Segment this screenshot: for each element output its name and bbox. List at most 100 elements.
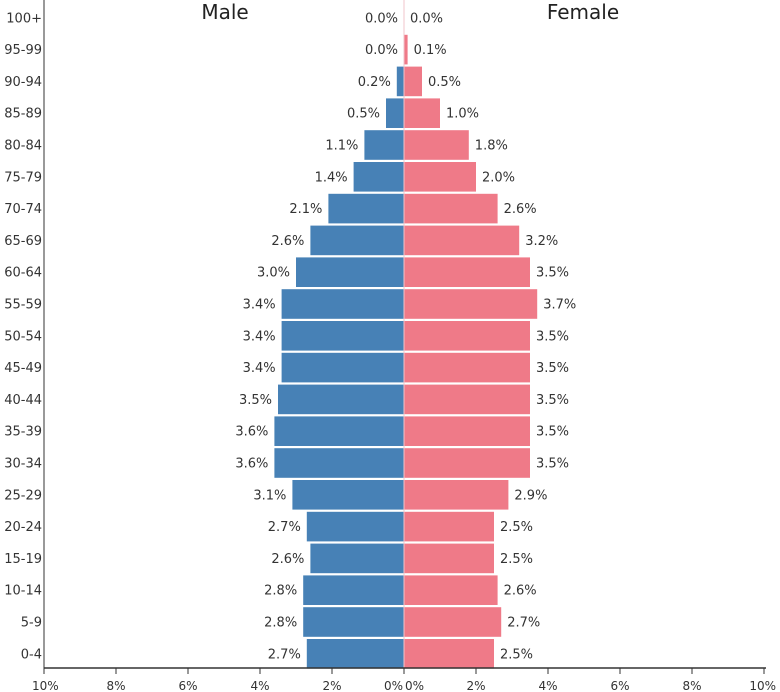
male-value-label: 0.0% (365, 11, 398, 26)
age-group-label: 35-39 (4, 425, 42, 440)
female-value-label: 3.5% (536, 266, 569, 281)
male-bar-25-29 (292, 480, 404, 510)
female-value-label: 3.5% (536, 425, 569, 440)
male-bar-0-4 (306, 639, 404, 669)
male-bar-75-79 (353, 162, 404, 192)
male-bar-35-39 (274, 416, 404, 446)
age-group-label: 85-89 (4, 107, 42, 122)
x-tick-label: 8% (106, 679, 125, 692)
age-group-label: 70-74 (4, 202, 42, 217)
male-value-label: 0.2% (358, 75, 391, 90)
female-value-label: 0.0% (410, 11, 443, 26)
male-bar-5-9 (303, 607, 404, 637)
male-value-label: 0.5% (347, 107, 380, 122)
female-bar-0-4 (404, 639, 494, 669)
male-value-label: 0.0% (365, 43, 398, 58)
age-group-label: 25-29 (4, 488, 42, 503)
female-value-label: 0.1% (414, 43, 447, 58)
male-bar-50-54 (281, 321, 404, 351)
age-group-label: 5-9 (21, 616, 42, 631)
male-value-label: 3.5% (239, 393, 272, 408)
male-value-label: 3.4% (243, 329, 276, 344)
female-bar-65-69 (404, 225, 520, 256)
age-group-label: 95-99 (4, 43, 42, 58)
female-bar-80-84 (404, 130, 469, 160)
age-group-label: 75-79 (4, 170, 42, 185)
male-value-label: 2.6% (271, 552, 304, 567)
male-bar-15-19 (310, 543, 404, 574)
x-tick-label: 2% (466, 679, 485, 692)
female-bar-70-74 (404, 193, 498, 224)
male-value-label: 3.6% (235, 425, 268, 440)
x-tick-label: 2% (322, 679, 341, 692)
age-group-label: 80-84 (4, 139, 42, 154)
female-bar-90-94 (404, 66, 422, 97)
female-value-label: 3.5% (536, 457, 569, 472)
male-bar-45-49 (281, 352, 404, 383)
female-value-label: 3.5% (536, 329, 569, 344)
female-value-label: 2.7% (507, 616, 540, 631)
male-value-label: 2.1% (289, 202, 322, 217)
male-bar-60-64 (296, 257, 404, 287)
age-group-label: 100+ (6, 11, 42, 26)
female-title: Female (547, 0, 619, 24)
male-value-label: 3.6% (235, 457, 268, 472)
female-value-label: 0.5% (428, 75, 461, 90)
male-title: Male (201, 0, 248, 24)
x-tick-label: 4% (250, 679, 269, 692)
x-tick-label: 6% (178, 679, 197, 692)
male-bar-20-24 (306, 511, 404, 542)
age-group-label: 50-54 (4, 329, 42, 344)
age-group-labels: 100+ 95-99 90-94 85-89 80-84 75-79 70-74 65-69 6… (4, 11, 42, 662)
male-bar-90-94 (396, 66, 404, 97)
x-tick-label: 10% (749, 679, 776, 692)
female-value-label: 2.0% (482, 170, 515, 185)
female-bar-10-14 (404, 575, 498, 605)
age-group-label: 40-44 (4, 393, 42, 408)
value-labels: 0.0% 0.0% 0.0% 0.1% 0.2% 0.5% 0.5% 1.0% 1.1% 1.8%… (235, 11, 576, 662)
male-bar-65-69 (310, 225, 404, 256)
female-value-label: 1.8% (475, 139, 508, 154)
age-group-label: 60-64 (4, 266, 42, 281)
x-tick-label: 0% (384, 679, 403, 692)
male-value-label: 2.7% (268, 520, 301, 535)
female-value-label: 3.5% (536, 393, 569, 408)
male-bar-55-59 (281, 289, 404, 319)
x-axis: 10% 8% 6% 4% 2% 0% 0% 2% 4% 6% 8% 10% (32, 0, 776, 692)
female-value-label: 2.6% (504, 202, 537, 217)
age-group-label: 0-4 (21, 647, 42, 662)
female-bar-95-99 (404, 34, 408, 65)
age-group-label: 65-69 (4, 234, 42, 249)
female-value-label: 3.5% (536, 361, 569, 376)
female-bar-45-49 (404, 352, 530, 383)
age-group-label: 90-94 (4, 75, 42, 90)
age-group-label: 55-59 (4, 298, 42, 313)
female-bar-60-64 (404, 257, 530, 287)
female-bar-15-19 (404, 543, 494, 574)
female-bar-85-89 (404, 98, 440, 128)
age-group-label: 45-49 (4, 361, 42, 376)
male-value-label: 2.7% (268, 647, 301, 662)
male-bar-40-44 (278, 384, 404, 415)
female-value-label: 3.7% (543, 298, 576, 313)
x-tick-label: 4% (538, 679, 557, 692)
age-group-label: 20-24 (4, 520, 42, 535)
male-bar-30-34 (274, 448, 404, 478)
female-bar-75-79 (404, 162, 476, 192)
x-tick-label: 6% (610, 679, 629, 692)
age-group-label: 10-14 (4, 584, 42, 599)
female-bar-5-9 (404, 607, 502, 637)
male-bars (274, 66, 404, 669)
female-bar-40-44 (404, 384, 530, 415)
male-value-label: 2.6% (271, 234, 304, 249)
male-value-label: 3.4% (243, 361, 276, 376)
female-value-label: 2.9% (514, 488, 547, 503)
female-bar-30-34 (404, 448, 530, 478)
female-bars (404, 34, 538, 669)
female-value-label: 2.5% (500, 520, 533, 535)
female-value-label: 2.6% (504, 584, 537, 599)
x-tick-label: 10% (32, 679, 59, 692)
female-bar-35-39 (404, 416, 530, 446)
female-bar-50-54 (404, 321, 530, 351)
age-group-label: 15-19 (4, 552, 42, 567)
